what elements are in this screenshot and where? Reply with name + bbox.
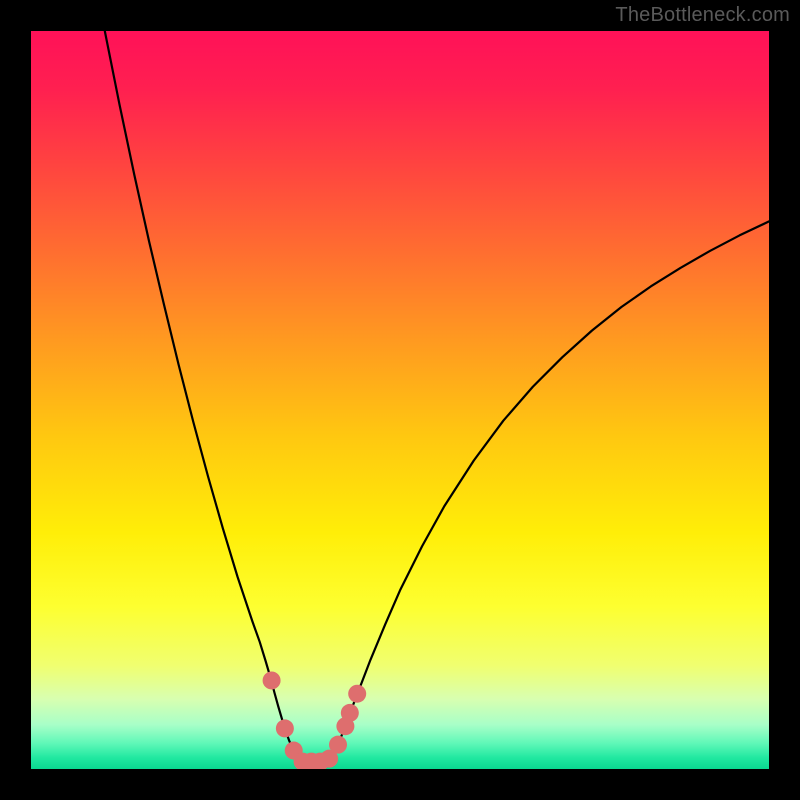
data-marker xyxy=(341,704,359,722)
data-marker xyxy=(348,685,366,703)
data-marker xyxy=(329,736,347,754)
data-marker xyxy=(263,671,281,689)
chart-background xyxy=(31,31,769,769)
chart-frame: TheBottleneck.com xyxy=(0,0,800,800)
watermark-text: TheBottleneck.com xyxy=(615,4,790,27)
data-marker xyxy=(276,719,294,737)
plot-area xyxy=(31,31,769,769)
chart-svg xyxy=(31,31,769,769)
